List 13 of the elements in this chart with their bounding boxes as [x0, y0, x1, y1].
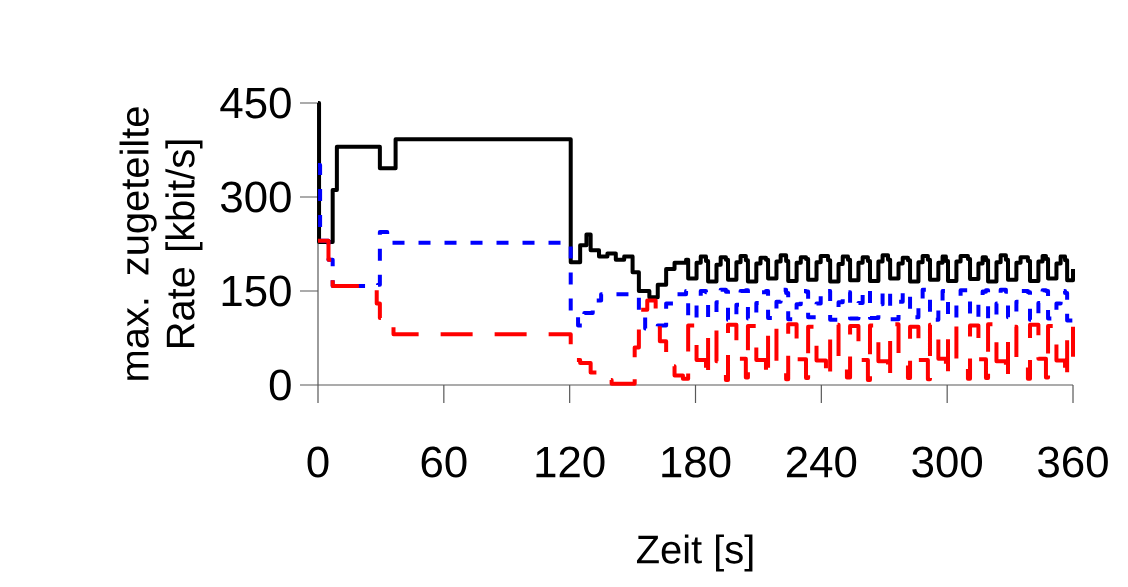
y-tick-label: 300	[221, 181, 291, 213]
x-tick-label: 240	[786, 446, 857, 478]
x-tick-label: 0	[307, 446, 329, 478]
y-tick-label: 450	[220, 87, 291, 119]
x-tick-label: 360	[1038, 446, 1108, 478]
x-tick-label: 180	[662, 446, 731, 478]
x-tick-label: 300	[912, 446, 982, 478]
x-tick-label: 60	[421, 446, 467, 478]
x-tick-label: 120	[536, 446, 605, 478]
y-tick-label: 0	[269, 369, 291, 401]
y-tick-label: 150	[222, 275, 291, 307]
x-axis-title: Zeit [s]	[636, 534, 753, 572]
y-axis-title: max. zugeteilte Rate [kbit/s]	[119, 107, 203, 380]
